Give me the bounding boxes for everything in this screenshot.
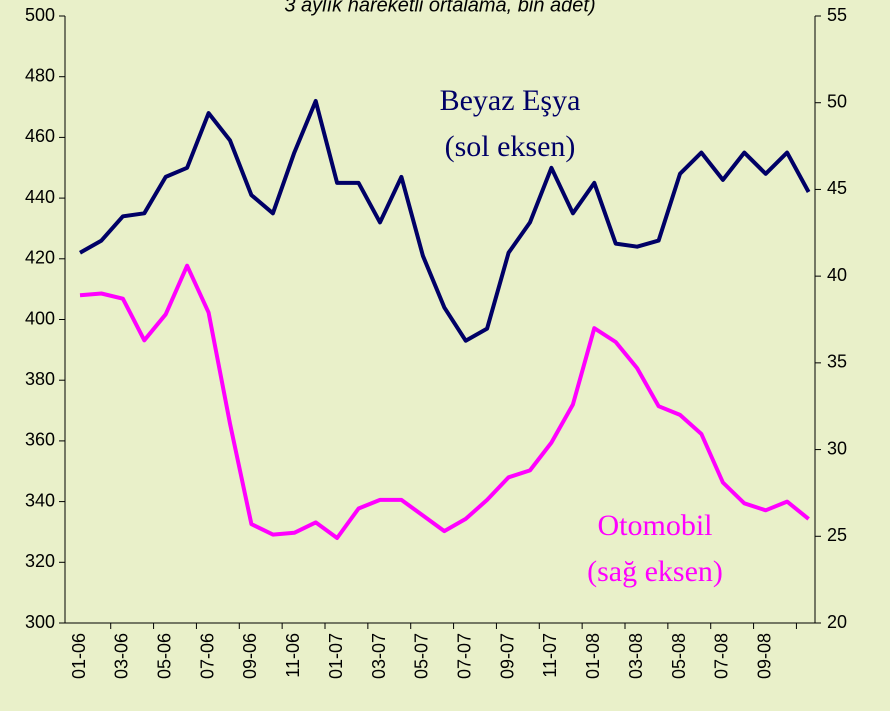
y-tick-label: 420: [25, 248, 55, 268]
x-tick-label: 01-08: [583, 633, 603, 679]
y-tick-label: 320: [25, 551, 55, 571]
series-line: [79, 263, 810, 540]
series-line: [79, 99, 811, 343]
y-tick-label: 400: [25, 308, 55, 328]
annotation: (sağ eksen): [587, 555, 723, 588]
chart-title: 3 aylık hareketli ortalama, bin adet): [284, 0, 595, 16]
y2-tick-label: 45: [827, 178, 847, 198]
y-tick-label: 500: [25, 5, 55, 25]
y2-tick-label: 30: [827, 438, 847, 458]
annotation: (sol eksen): [445, 130, 576, 163]
x-tick-label: 07-06: [197, 633, 217, 679]
annotation: Otomobil: [597, 509, 712, 542]
x-tick-label: 11-07: [540, 633, 560, 678]
y-tick-label: 460: [25, 126, 55, 146]
x-tick-label: 09-06: [240, 633, 260, 679]
x-tick-label: 07-08: [712, 633, 732, 679]
x-tick-label: 03-07: [369, 633, 389, 679]
y-tick-label: 340: [25, 490, 55, 510]
y2-tick-label: 40: [827, 265, 847, 285]
x-tick-label: 05-07: [412, 633, 432, 679]
x-tick-label: 03-06: [112, 633, 132, 679]
x-tick-label: 05-08: [669, 633, 689, 679]
x-tick-label: 03-08: [626, 633, 646, 679]
x-tick-label: 05-06: [154, 633, 174, 679]
x-tick-label: 01-07: [326, 633, 346, 679]
y2-tick-label: 50: [827, 91, 847, 111]
annotation: Beyaz Eşya: [440, 84, 581, 117]
y-tick-label: 440: [25, 187, 55, 207]
x-tick-label: 09-08: [754, 633, 774, 679]
y-tick-label: 480: [25, 65, 55, 85]
y-tick-label: 360: [25, 430, 55, 450]
x-tick-label: 09-07: [497, 633, 517, 679]
y2-tick-label: 25: [827, 525, 847, 545]
x-tick-label: 07-07: [454, 633, 474, 679]
y2-tick-label: 35: [827, 352, 847, 372]
y-tick-label: 300: [25, 612, 55, 632]
x-tick-label: 11-06: [283, 633, 303, 678]
x-tick-label: 01-06: [69, 633, 89, 679]
y2-tick-label: 55: [827, 5, 847, 25]
y2-tick-label: 20: [827, 612, 847, 632]
y-tick-label: 380: [25, 369, 55, 389]
